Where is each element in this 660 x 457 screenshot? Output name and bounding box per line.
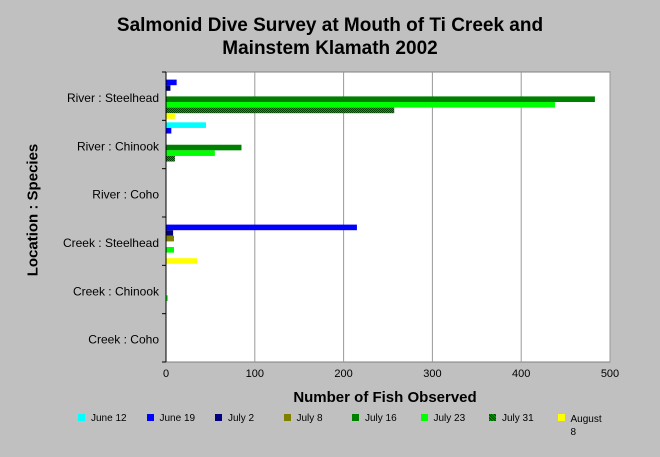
y-tick-marks: [162, 71, 166, 363]
category-labels: River : Steelhead River : Chinook River : …: [63, 91, 160, 347]
bar: [166, 79, 177, 86]
bar: [166, 127, 172, 134]
legend-item: June 19: [146, 413, 207, 424]
x-tick-label: 200: [334, 368, 352, 380]
bar: [166, 107, 395, 114]
legend-label: July 23: [433, 413, 466, 424]
legend-label: July 2: [228, 413, 255, 424]
x-tick-label: 500: [601, 368, 619, 380]
legend-item: July 16: [352, 413, 412, 424]
legend-item: July 23: [420, 413, 481, 424]
legend-label: July 16: [365, 413, 397, 424]
chart-title-line-1: Salmonid Dive Survey at Mouth of Ti Cree…: [116, 15, 544, 36]
bar: [166, 258, 198, 264]
category-label: River : Steelhead: [67, 91, 159, 105]
legend: June 12 June 19 July 2 July 8 July 16 July 23…: [78, 413, 602, 443]
bar: [166, 150, 215, 156]
category-label: River : Coho: [92, 188, 159, 202]
chart-title-line-2: Mainstem Klamath 2002: [222, 38, 438, 59]
legend-swatch: [283, 414, 291, 421]
bar: [166, 144, 242, 151]
legend-item: July 31: [489, 413, 549, 424]
legend-label: June 19: [159, 413, 196, 424]
legend-swatch: [489, 414, 496, 421]
legend-swatch: [557, 413, 565, 421]
bar: [166, 155, 175, 162]
legend-item: June 12: [78, 413, 138, 424]
legend-swatch: [215, 414, 222, 421]
legend-swatch: [420, 414, 428, 421]
plot-area: [165, 71, 611, 363]
bars: [166, 79, 595, 301]
bar: [166, 235, 174, 242]
bar: [166, 224, 357, 231]
legend-item: August 8: [557, 413, 618, 439]
chart-title: Salmonid Dive Survey at Mouth of Ti Cree…: [0, 14, 660, 60]
bar: [166, 247, 174, 253]
category-label: Creek : Chinook: [73, 284, 160, 298]
x-tick-label: 0: [163, 368, 169, 380]
bar: [166, 96, 595, 102]
legend-label: July 31: [502, 413, 534, 424]
x-tick-label: 300: [423, 368, 441, 380]
legend-swatch: [146, 414, 154, 421]
bar: [166, 122, 206, 128]
x-tick-labels: 0 100 200 300 400 500: [163, 368, 619, 380]
bar: [166, 295, 168, 301]
bar: [166, 113, 175, 119]
legend-swatch: [78, 414, 85, 421]
grid-lines: [254, 72, 611, 362]
legend-label: July 8: [296, 413, 323, 424]
category-label: River : Chinook: [77, 139, 160, 153]
category-label: Creek : Coho: [88, 333, 159, 347]
legend-label: June 12: [91, 413, 127, 424]
bar: [166, 102, 555, 108]
x-axis-label: Number of Fish Observed: [293, 389, 477, 406]
legend-label: August 8: [570, 414, 602, 438]
legend-swatch: [352, 414, 359, 421]
bar: [166, 85, 171, 91]
category-label: Creek : Steelhead: [63, 236, 159, 250]
x-tick-label: 400: [512, 368, 530, 380]
bar: [166, 230, 174, 236]
legend-item: July 8: [283, 413, 344, 424]
legend-item: July 2: [215, 413, 275, 424]
x-tick-label: 100: [246, 368, 264, 380]
